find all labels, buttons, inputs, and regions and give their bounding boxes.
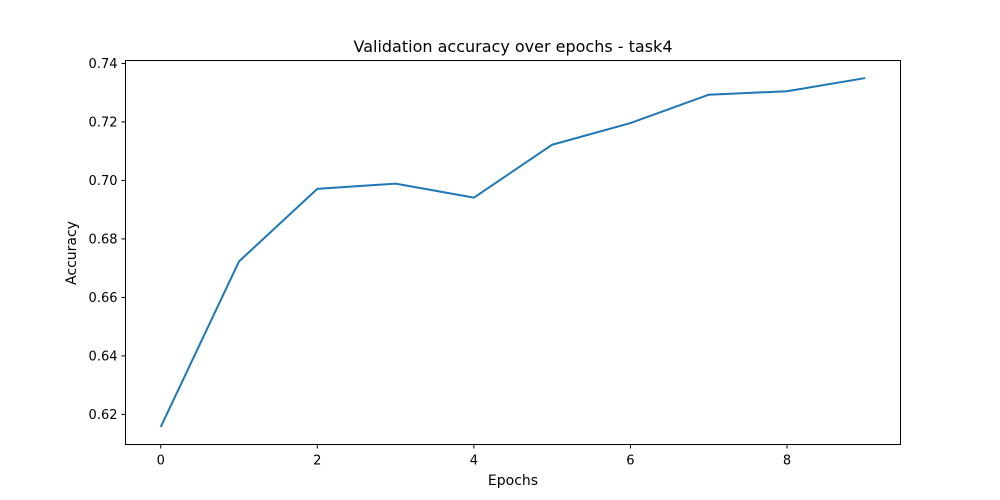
series-group	[159, 77, 866, 428]
plot-frame	[125, 60, 901, 445]
y-tick-label: 0.72	[89, 115, 118, 130]
x-tick-label: 6	[626, 454, 634, 469]
x-tick-label: 2	[313, 454, 321, 469]
y-tick-label: 0.74	[89, 57, 118, 72]
y-axis-label: Accuracy	[64, 221, 80, 285]
y-tick-label: 0.68	[89, 232, 118, 247]
x-tick-label: 0	[157, 454, 165, 469]
y-tick-label: 0.70	[89, 174, 118, 189]
x-axis-label: Epochs	[488, 473, 538, 489]
x-axis: 0 2 4 6 8	[157, 444, 791, 469]
y-axis: 0.62 0.64 0.66 0.68 0.70 0.72 0.74	[89, 57, 126, 423]
x-tick-label: 8	[783, 454, 791, 469]
plot-area: 0 2 4 6 8 0.62 0.64 0.66 0.68 0.70 0.72 0.74	[89, 57, 901, 469]
series-line	[159, 77, 866, 428]
y-tick-label: 0.62	[89, 408, 118, 423]
y-tick-label: 0.64	[89, 349, 118, 364]
x-tick-label: 4	[470, 454, 478, 469]
chart-title: Validation accuracy over epochs - task4	[354, 37, 673, 56]
y-tick-label: 0.66	[89, 291, 118, 306]
